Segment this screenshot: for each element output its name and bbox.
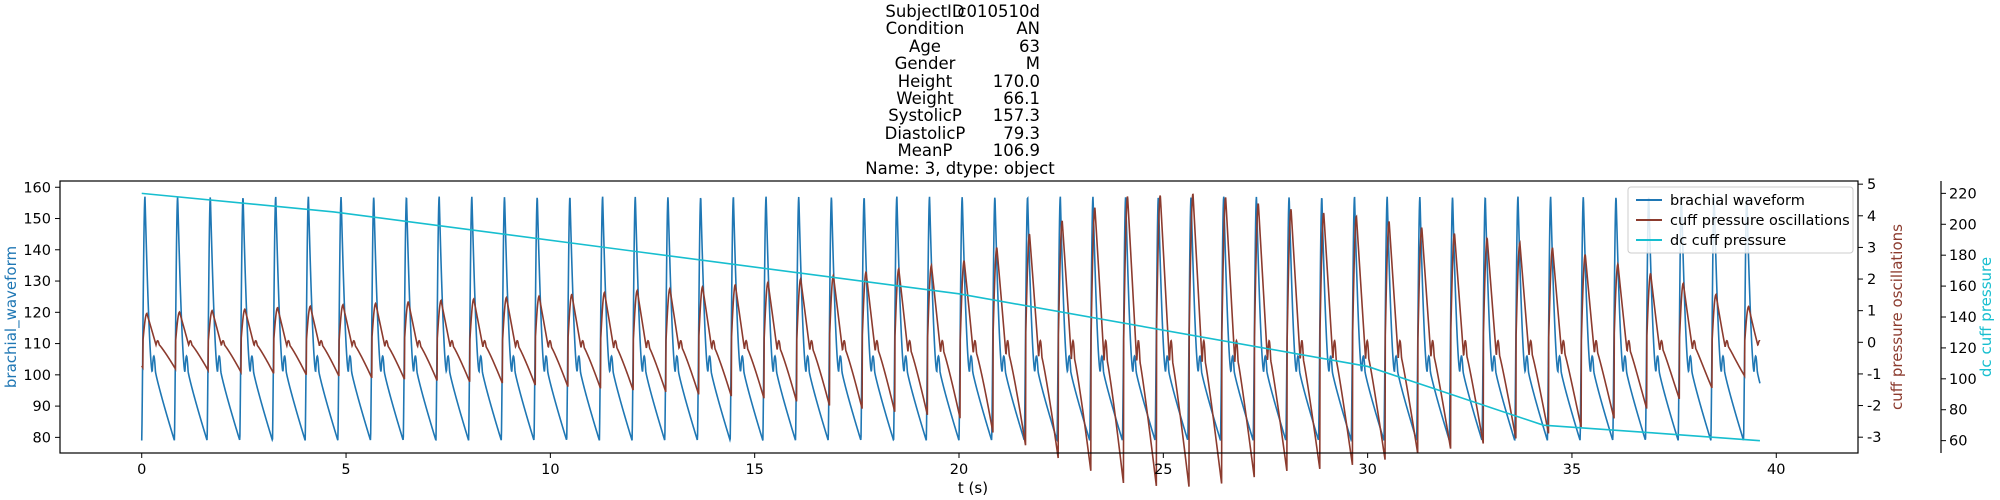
title-value-diastolicp: 79.3 bbox=[1003, 123, 1040, 143]
y-right1-tick-label: 5 bbox=[1867, 177, 1876, 193]
chart-title: SubjectID c010510d Condition AN Age 63 Gender M… bbox=[0, 0, 2000, 180]
y-right2-tick-label: 80 bbox=[1949, 403, 1967, 419]
x-tick-label: 0 bbox=[137, 462, 146, 478]
x-tick-label: 10 bbox=[541, 462, 559, 478]
x-tick-label: 5 bbox=[341, 462, 350, 478]
title-key-systolicp: SystolicP bbox=[888, 106, 962, 126]
y-right1-tick-label: -3 bbox=[1867, 430, 1881, 446]
y-right1-tick-label: 4 bbox=[1867, 209, 1876, 225]
y-right2-tick-label: 140 bbox=[1949, 310, 1977, 326]
title-footer: Name: 3, dtype: object bbox=[865, 158, 1055, 178]
y-left-axis-label: brachial_waveform bbox=[2, 246, 21, 388]
y-right1-tick-label: 2 bbox=[1867, 272, 1876, 288]
series-cuff-pressure-oscillations bbox=[141, 193, 1761, 487]
y-left-tick-label: 140 bbox=[23, 243, 51, 259]
title-value-meanp: 106.9 bbox=[992, 141, 1040, 161]
series-lines bbox=[140, 192, 1761, 487]
title-value-subjectid: c010510d bbox=[957, 2, 1040, 21]
y-right2-tick-label: 220 bbox=[1949, 186, 1977, 202]
y-right2-tick-label: 100 bbox=[1949, 372, 1977, 388]
title-key-age: Age bbox=[909, 36, 941, 56]
axes: 0 5 10 15 20 25 30 35 40t (s)8090100110120130140… bbox=[2, 177, 1995, 497]
title-value-gender: M bbox=[1025, 54, 1040, 74]
title-key-subjectid: SubjectID bbox=[885, 2, 965, 21]
title-value-condition: AN bbox=[1016, 19, 1040, 39]
x-tick-label: 40 bbox=[1767, 462, 1785, 478]
y-left-tick-label: 90 bbox=[33, 399, 51, 415]
y-left-tick-label: 150 bbox=[23, 212, 51, 228]
y-right1-tick-label: 3 bbox=[1867, 240, 1876, 256]
y-left-tick-label: 110 bbox=[23, 337, 51, 353]
title-key-gender: Gender bbox=[894, 54, 956, 74]
y-right1-tick-label: -2 bbox=[1867, 399, 1881, 415]
y-right1-axis-label: cuff pressure oscillations bbox=[1888, 224, 1906, 410]
series-brachial-waveform bbox=[140, 196, 1761, 443]
title-key-weight: Weight bbox=[896, 89, 954, 108]
x-tick-label: 20 bbox=[950, 462, 968, 478]
title-key-diastolicp: DiastolicP bbox=[884, 123, 966, 143]
y-right1-tick-label: 1 bbox=[1867, 304, 1876, 320]
y-left-tick-label: 160 bbox=[23, 180, 51, 196]
legend-label: dc cuff pressure bbox=[1670, 233, 1786, 249]
x-tick-label: 30 bbox=[1358, 462, 1376, 478]
y-right1-tick-label: -1 bbox=[1867, 367, 1881, 383]
x-tick-label: 25 bbox=[1154, 462, 1172, 478]
title-value-age: 63 bbox=[1019, 36, 1040, 56]
y-right2-tick-label: 160 bbox=[1949, 279, 1977, 295]
y-right2-tick-label: 60 bbox=[1949, 434, 1967, 450]
legend-box bbox=[1627, 186, 1854, 254]
series-dc-cuff-pressure bbox=[141, 192, 1760, 442]
y-right2-tick-label: 200 bbox=[1949, 217, 1977, 233]
legend-label: brachial waveform bbox=[1670, 193, 1805, 209]
y-right1-tick-label: 0 bbox=[1867, 335, 1876, 351]
x-tick-label: 35 bbox=[1563, 462, 1581, 478]
x-tick-label: 15 bbox=[745, 462, 763, 478]
title-value-height: 170.0 bbox=[992, 71, 1040, 91]
title-value-systolicp: 157.3 bbox=[992, 106, 1040, 126]
y-left-tick-label: 130 bbox=[23, 274, 51, 290]
y-right2-tick-label: 120 bbox=[1949, 341, 1977, 357]
x-axis-label: t (s) bbox=[958, 479, 988, 497]
title-value-weight: 66.1 bbox=[1003, 89, 1040, 108]
y-right2-axis-label: dc cuff pressure bbox=[1977, 257, 1995, 377]
y-left-tick-label: 100 bbox=[23, 368, 51, 384]
legend-label: cuff pressure oscillations bbox=[1670, 213, 1850, 229]
y-left-tick-label: 120 bbox=[23, 305, 51, 321]
y-right2-tick-label: 180 bbox=[1949, 248, 1977, 264]
legend: brachial waveform cuff pressure oscillati… bbox=[1627, 186, 1854, 254]
title-key-meanp: MeanP bbox=[897, 141, 953, 161]
y-left-tick-label: 80 bbox=[33, 430, 51, 446]
title-key-condition: Condition bbox=[885, 19, 965, 39]
title-key-height: Height bbox=[897, 71, 953, 91]
